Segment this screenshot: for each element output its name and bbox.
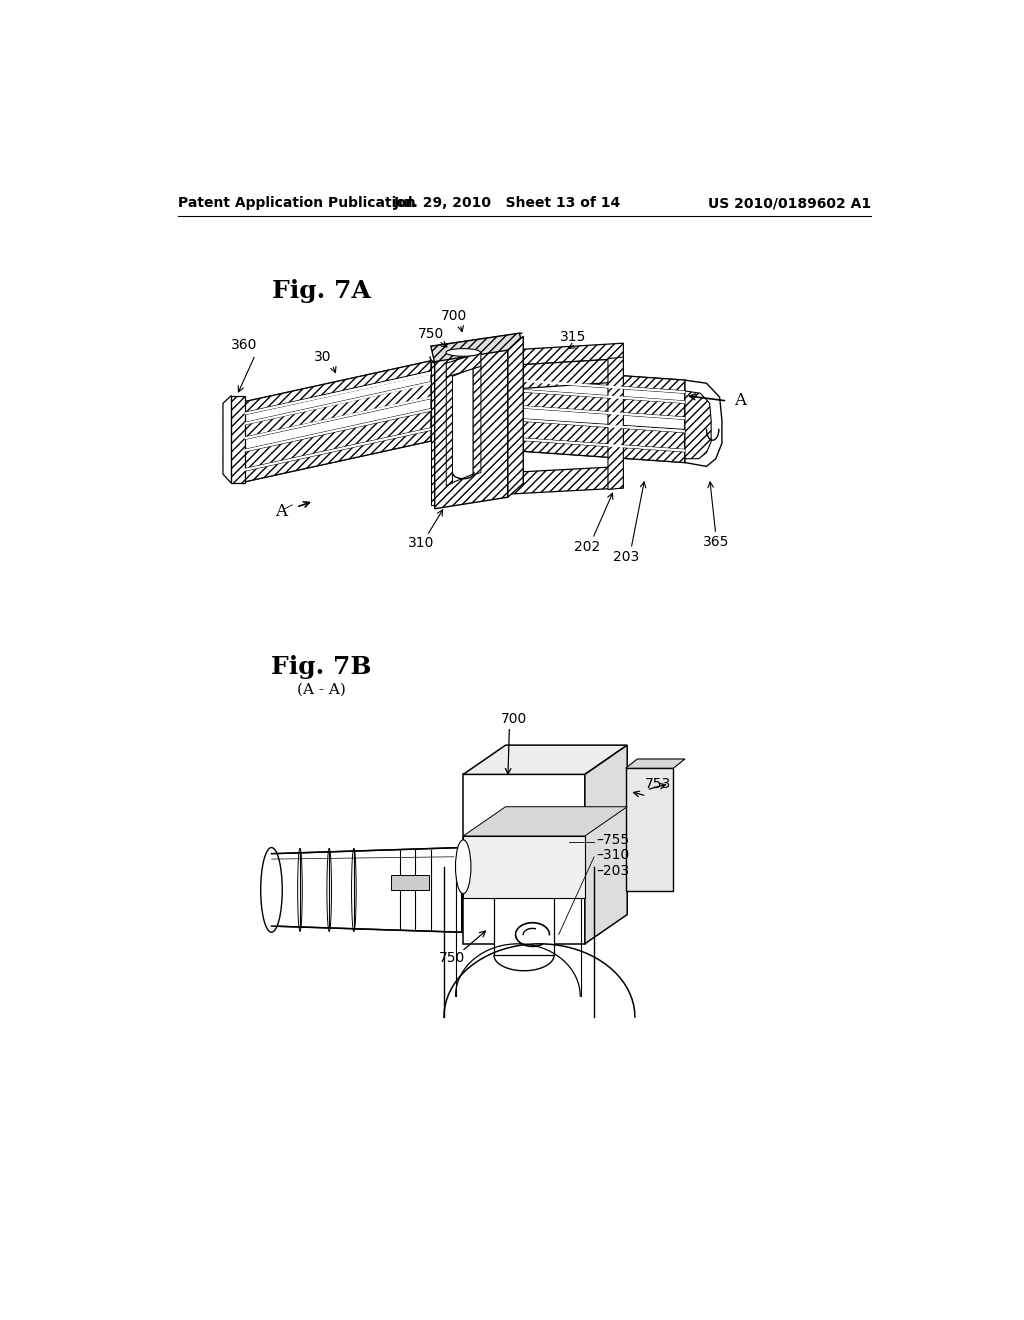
Polygon shape <box>508 418 685 433</box>
Text: 360: 360 <box>231 338 258 351</box>
Polygon shape <box>508 343 624 366</box>
Text: (A - A): (A - A) <box>297 682 346 697</box>
Polygon shape <box>626 768 674 891</box>
Text: A: A <box>274 503 287 520</box>
Polygon shape <box>245 360 431 412</box>
Text: –755: –755 <box>596 833 630 847</box>
Polygon shape <box>463 744 628 775</box>
Text: 310: 310 <box>409 536 435 550</box>
Polygon shape <box>463 775 585 944</box>
Text: 753: 753 <box>645 776 671 791</box>
Polygon shape <box>245 399 431 449</box>
Text: 700: 700 <box>441 309 467 323</box>
Text: US 2010/0189602 A1: US 2010/0189602 A1 <box>709 197 871 210</box>
Text: 700: 700 <box>501 711 527 726</box>
Polygon shape <box>223 396 231 483</box>
Text: –203: –203 <box>596 863 630 878</box>
Polygon shape <box>231 396 245 483</box>
Ellipse shape <box>445 348 480 356</box>
Ellipse shape <box>456 840 471 894</box>
Polygon shape <box>245 372 431 414</box>
Polygon shape <box>508 359 624 389</box>
Polygon shape <box>508 379 685 393</box>
Polygon shape <box>463 836 585 898</box>
Polygon shape <box>494 859 554 956</box>
Polygon shape <box>685 391 711 459</box>
Polygon shape <box>508 388 685 404</box>
Polygon shape <box>508 466 624 494</box>
Polygon shape <box>508 405 685 420</box>
Text: 30: 30 <box>314 350 332 364</box>
Polygon shape <box>463 807 628 836</box>
Polygon shape <box>245 374 431 422</box>
Polygon shape <box>245 409 431 451</box>
Text: 202: 202 <box>574 540 600 554</box>
Polygon shape <box>431 333 523 363</box>
Polygon shape <box>508 437 685 451</box>
Polygon shape <box>508 368 685 391</box>
Polygon shape <box>608 358 624 490</box>
Polygon shape <box>685 380 722 466</box>
Text: Patent Application Publication: Patent Application Publication <box>178 197 416 210</box>
Polygon shape <box>508 391 685 417</box>
Text: 365: 365 <box>702 535 729 549</box>
Text: Fig. 7A: Fig. 7A <box>272 279 371 302</box>
Polygon shape <box>245 430 431 482</box>
Text: 203: 203 <box>612 550 639 564</box>
Polygon shape <box>453 368 473 483</box>
Polygon shape <box>508 407 685 429</box>
Polygon shape <box>245 411 431 469</box>
Polygon shape <box>391 875 429 890</box>
Polygon shape <box>446 374 453 486</box>
Text: –310: –310 <box>596 849 630 862</box>
Polygon shape <box>435 350 508 508</box>
Polygon shape <box>245 428 431 471</box>
Ellipse shape <box>261 847 283 932</box>
Polygon shape <box>446 352 481 378</box>
Polygon shape <box>245 396 431 440</box>
Polygon shape <box>508 440 685 462</box>
Polygon shape <box>508 337 523 498</box>
Polygon shape <box>273 847 462 932</box>
Polygon shape <box>585 744 628 944</box>
Polygon shape <box>626 759 685 768</box>
Text: Fig. 7B: Fig. 7B <box>271 655 372 678</box>
Polygon shape <box>473 366 481 475</box>
Polygon shape <box>431 362 435 506</box>
Text: A: A <box>734 392 746 409</box>
Text: 750: 750 <box>439 950 466 965</box>
Polygon shape <box>245 383 431 437</box>
Text: 750: 750 <box>418 327 444 341</box>
Text: Jul. 29, 2010   Sheet 13 of 14: Jul. 29, 2010 Sheet 13 of 14 <box>394 197 622 210</box>
Polygon shape <box>245 381 431 425</box>
Polygon shape <box>508 420 685 449</box>
Text: 315: 315 <box>560 330 587 345</box>
Polygon shape <box>508 381 685 401</box>
